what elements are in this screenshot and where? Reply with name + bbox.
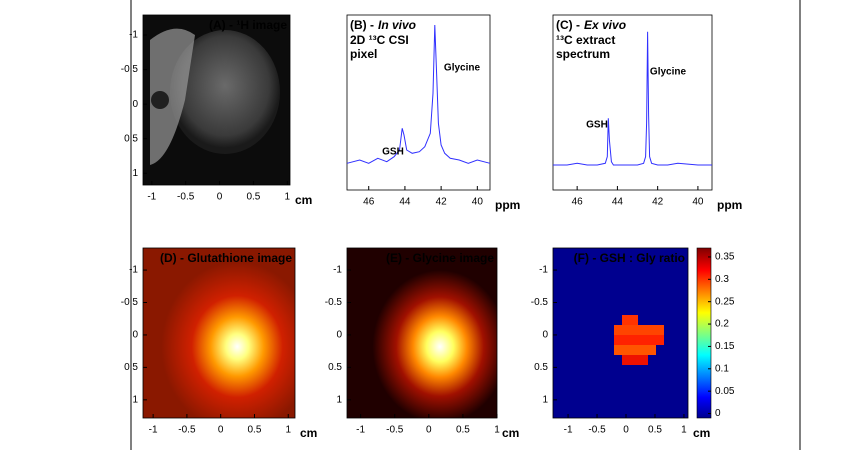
x-axis-label: cm [693, 426, 710, 440]
axes-box [552, 14, 713, 191]
x-tick-label: 40 [472, 197, 484, 208]
panel-label: (B) - [350, 18, 374, 32]
colorbar-tick-label: 0.35 [715, 252, 735, 263]
colorbar [696, 247, 712, 419]
panel-subtitle: spectrum [556, 47, 610, 61]
x-tick-label: -0.5 [177, 192, 195, 203]
y-tick-label: -0.5 [121, 297, 139, 308]
x-tick-label: -1 [356, 425, 365, 436]
colorbar-tick-label: 0.3 [715, 274, 729, 285]
colorbar-tick-label: 0.1 [715, 363, 729, 374]
y-tick-label: 0 [132, 330, 138, 341]
y-tick-label: 1 [132, 168, 138, 179]
y-tick-label: -1 [129, 30, 138, 41]
x-axis-label: ppm [717, 198, 742, 212]
x-tick-label: 42 [436, 197, 448, 208]
axes-box [142, 14, 291, 186]
x-tick-label: 0 [623, 425, 629, 436]
x-axis-label: cm [295, 193, 312, 207]
x-axis-label: ppm [495, 198, 520, 212]
y-tick-label: -0.5 [325, 297, 343, 308]
x-tick-label: 44 [399, 197, 411, 208]
y-tick-label: 0.5 [124, 362, 138, 373]
panel-title: (F) - GSH : Gly ratio [574, 251, 685, 265]
panel-subtitle: ¹³C extract [556, 33, 615, 47]
y-tick-label: 1 [336, 394, 342, 405]
x-tick-label: 1 [681, 425, 687, 436]
colorbar-tick-label: 0 [715, 408, 721, 419]
panel-title: In vivo [378, 18, 416, 32]
x-tick-label: 46 [572, 197, 584, 208]
x-tick-label: 1 [285, 192, 291, 203]
y-tick-label: 0.5 [328, 362, 342, 373]
y-tick-label: 0.5 [534, 362, 548, 373]
panel-subtitle: 2D ¹³C CSI [350, 33, 409, 47]
y-tick-label: -0.5 [531, 297, 549, 308]
x-tick-label: 46 [363, 197, 375, 208]
peak-label: Glycine [444, 63, 481, 74]
x-tick-label: 0.5 [648, 425, 662, 436]
x-tick-label: 0.5 [246, 192, 260, 203]
x-axis-label: cm [502, 426, 519, 440]
x-tick-label: 0 [218, 425, 224, 436]
x-tick-label: -1 [147, 192, 156, 203]
panel-subtitle: pixel [350, 47, 377, 61]
y-tick-label: 0 [542, 330, 548, 341]
mri-image [143, 15, 290, 185]
y-tick-label: -1 [539, 265, 548, 276]
colorbar-tick-label: 0.2 [715, 319, 729, 330]
x-tick-label: 0 [426, 425, 432, 436]
x-tick-label: 0 [217, 192, 223, 203]
glycine-image [347, 248, 497, 418]
y-tick-label: 1 [132, 394, 138, 405]
y-tick-label: -1 [129, 265, 138, 276]
glutathione-image [143, 248, 295, 418]
axes-box [346, 247, 498, 419]
x-tick-label: 1 [494, 425, 500, 436]
axes-box [552, 247, 689, 419]
y-tick-label: -1 [333, 265, 342, 276]
panel-title: (E) - Glycine image [386, 251, 494, 265]
colorbar-tick-label: 0.25 [715, 296, 735, 307]
panel-label: (C) - [556, 18, 580, 32]
peak-label: Glycine [650, 67, 687, 78]
ratio-image [553, 248, 688, 418]
x-tick-label: -0.5 [386, 425, 404, 436]
x-tick-label: -0.5 [178, 425, 196, 436]
x-tick-label: -1 [149, 425, 158, 436]
panel-title: Ex vivo [584, 18, 626, 32]
x-tick-label: 1 [285, 425, 291, 436]
axes-box [142, 247, 296, 419]
peak-label: GSH [586, 120, 608, 131]
axes-box [346, 14, 491, 191]
x-tick-label: 42 [652, 197, 664, 208]
colorbar-tick-label: 0.15 [715, 341, 735, 352]
y-tick-label: 1 [542, 394, 548, 405]
x-tick-label: 44 [612, 197, 624, 208]
panel-title: (D) - Glutathione image [160, 251, 292, 265]
x-tick-label: 0.5 [248, 425, 262, 436]
y-tick-label: 0 [336, 330, 342, 341]
x-tick-label: -1 [564, 425, 573, 436]
panel-title: (A) - ¹H image [209, 18, 287, 32]
y-tick-label: -0.5 [121, 64, 139, 75]
spectrum-line [553, 31, 712, 166]
peak-label: GSH [382, 147, 404, 158]
x-tick-label: 40 [692, 197, 704, 208]
y-tick-label: 0.5 [124, 133, 138, 144]
x-axis-label: cm [300, 426, 317, 440]
x-tick-label: 0.5 [456, 425, 470, 436]
colorbar-tick-label: 0.05 [715, 386, 735, 397]
spectrum-line [346, 24, 491, 164]
y-tick-label: 0 [132, 99, 138, 110]
x-tick-label: -0.5 [588, 425, 606, 436]
